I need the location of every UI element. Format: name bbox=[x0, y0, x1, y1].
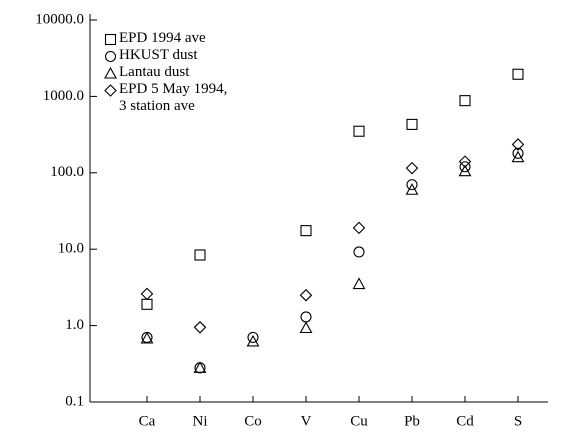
marker-circle bbox=[406, 179, 418, 191]
y-tick-label: 10.0 bbox=[58, 241, 84, 257]
marker-square bbox=[512, 68, 524, 80]
marker-diamond bbox=[405, 161, 419, 175]
marker-square bbox=[104, 33, 117, 46]
legend-swatch bbox=[104, 67, 117, 79]
x-tick-label: Pb bbox=[404, 413, 420, 429]
marker-diamond bbox=[299, 288, 313, 302]
legend-swatch bbox=[104, 33, 117, 46]
marker-triangle bbox=[140, 331, 154, 344]
marker-square bbox=[353, 125, 365, 137]
y-tick-label: 1.0 bbox=[65, 317, 84, 333]
marker-diamond bbox=[104, 84, 117, 97]
marker-square bbox=[406, 118, 418, 130]
x-tick-label: Cd bbox=[456, 413, 474, 429]
marker-diamond bbox=[193, 321, 207, 334]
legend-item: EPD 1994 ave bbox=[104, 30, 227, 47]
x-tick-label: V bbox=[301, 413, 312, 429]
legend-label: Lantau dust bbox=[119, 64, 190, 80]
marker-triangle bbox=[104, 67, 117, 79]
marker-triangle bbox=[246, 334, 260, 347]
marker-square bbox=[141, 298, 153, 310]
marker-triangle bbox=[193, 361, 207, 373]
x-tick-label: Co bbox=[244, 413, 262, 429]
marker-circle bbox=[459, 161, 471, 173]
x-tick-label: Ca bbox=[139, 413, 156, 429]
marker-triangle bbox=[458, 164, 472, 177]
marker-circle bbox=[104, 50, 117, 63]
legend-swatch bbox=[104, 50, 117, 63]
marker-square bbox=[459, 95, 471, 107]
legend-swatch bbox=[104, 84, 117, 97]
y-tick-label: 1000.0 bbox=[43, 88, 84, 104]
y-tick-label: 100.0 bbox=[50, 164, 84, 180]
marker-triangle bbox=[405, 183, 419, 195]
marker-diamond bbox=[352, 221, 366, 235]
y-tick-label: 10000.0 bbox=[35, 11, 84, 27]
marker-diamond bbox=[140, 287, 154, 301]
legend-label: HKUST dust bbox=[119, 47, 198, 63]
marker-circle bbox=[512, 147, 524, 159]
marker-circle bbox=[300, 311, 312, 323]
legend-label: EPD 1994 ave bbox=[119, 30, 206, 46]
legend-label: EPD 5 May 1994, 3 station ave bbox=[119, 81, 228, 114]
y-tick-label: 0.1 bbox=[65, 393, 84, 409]
marker-diamond bbox=[458, 155, 472, 168]
marker-circle bbox=[247, 331, 259, 343]
marker-square bbox=[300, 225, 312, 237]
x-tick-label: Ni bbox=[193, 413, 208, 429]
legend-item: HKUST dust bbox=[104, 47, 227, 64]
legend-item: EPD 5 May 1994, 3 station ave bbox=[104, 81, 227, 115]
marker-triangle bbox=[299, 321, 313, 334]
marker-diamond bbox=[511, 138, 525, 151]
marker-triangle bbox=[352, 277, 366, 290]
legend: EPD 1994 ave HKUST dust Lantau dust EPD 5 M… bbox=[104, 30, 227, 115]
marker-circle bbox=[353, 246, 365, 258]
marker-triangle bbox=[511, 150, 525, 163]
x-tick-label: S bbox=[514, 413, 522, 429]
x-tick-label: Cu bbox=[350, 413, 368, 429]
marker-square bbox=[194, 249, 206, 261]
legend-item: Lantau dust bbox=[104, 64, 227, 81]
